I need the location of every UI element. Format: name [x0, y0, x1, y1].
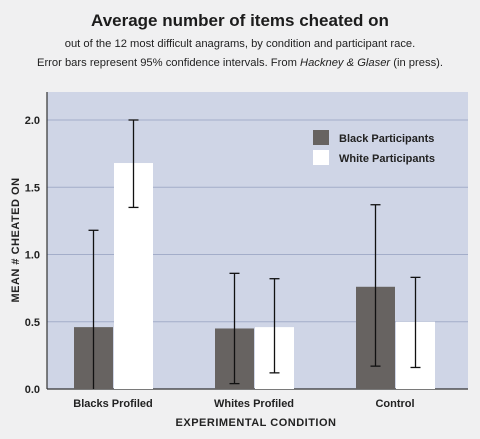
- x-tick-label: Control: [375, 398, 414, 410]
- legend-swatch: [313, 150, 329, 165]
- x-tick-label: Whites Profiled: [214, 398, 294, 410]
- y-tick-label: 2.0: [25, 115, 40, 127]
- legend-label: Black Participants: [339, 133, 434, 145]
- chart-title: Average number of items cheated on: [91, 11, 389, 30]
- chart-note: Error bars represent 95% confidence inte…: [0, 57, 480, 69]
- legend-swatch: [313, 130, 329, 145]
- note-citation: Hackney & Glaser: [300, 57, 391, 69]
- chart-subtitle: out of the 12 most difficult anagrams, b…: [64, 38, 416, 50]
- note-suffix: (in press).: [390, 57, 443, 69]
- x-axis-title: EXPERIMENTAL CONDITION: [176, 417, 337, 429]
- y-tick-label: 1.5: [25, 182, 40, 194]
- y-tick-label: 0.5: [25, 317, 40, 329]
- y-tick-label: 0.0: [25, 384, 40, 396]
- legend-label: White Participants: [339, 153, 435, 165]
- note-prefix: Error bars represent 95% confidence inte…: [36, 57, 300, 69]
- y-axis-title: MEAN # CHEATED ON: [10, 177, 22, 302]
- x-tick-label: Blacks Profiled: [73, 398, 152, 410]
- y-tick-label: 1.0: [25, 250, 40, 262]
